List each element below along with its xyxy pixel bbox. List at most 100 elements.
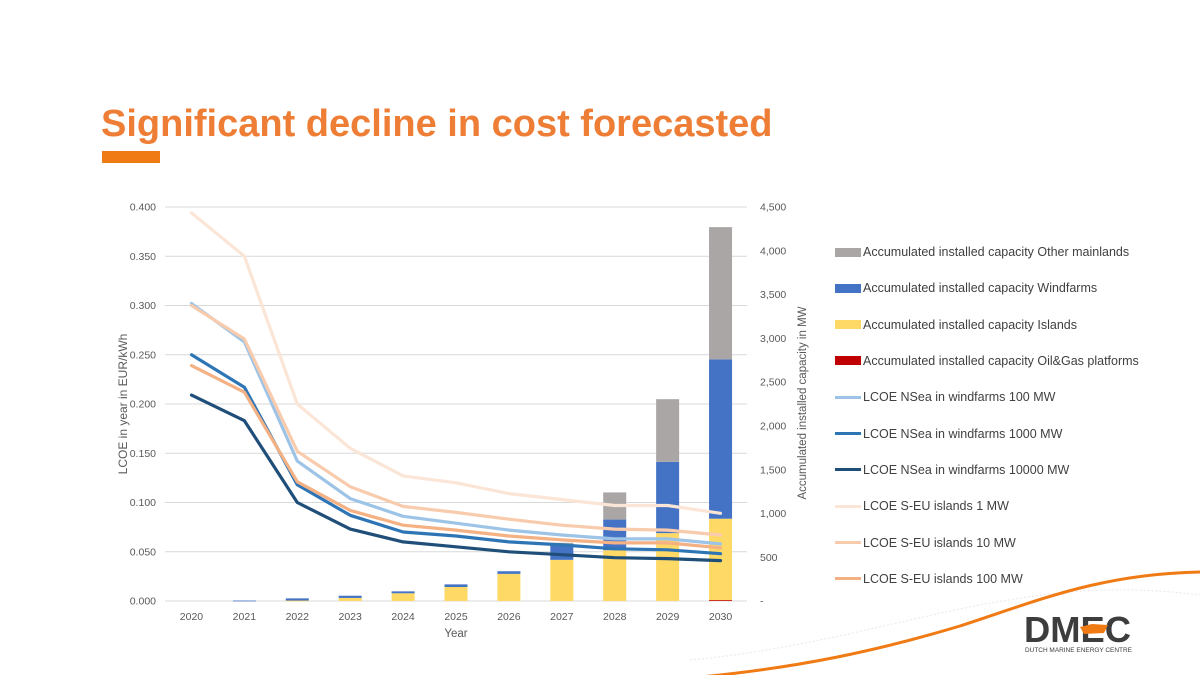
y2-tick-label: 3,000 xyxy=(760,333,786,345)
bar-windfarms xyxy=(391,591,415,594)
legend-label: LCOE S-EU islands 1 MW xyxy=(863,499,1009,514)
title-accent-bar xyxy=(102,151,160,163)
legend-swatch xyxy=(835,432,861,436)
y2-tick-label: 2,000 xyxy=(760,420,786,432)
legend-label: LCOE NSea in windfarms 1000 MW xyxy=(863,426,1063,441)
y2-tick-label: 4,500 xyxy=(760,202,786,214)
bar-windfarms xyxy=(232,600,256,602)
x-tick-label: 2028 xyxy=(603,611,627,623)
y-tick-label: 0.000 xyxy=(130,596,156,608)
legend-label: LCOE NSea in windfarms 10000 MW xyxy=(863,462,1070,477)
bar-windfarms xyxy=(709,359,733,519)
legend-swatch xyxy=(835,320,861,330)
bar-islands xyxy=(285,600,309,602)
bar-windfarms xyxy=(338,595,362,598)
legend-swatch xyxy=(835,395,861,399)
bar-windfarms xyxy=(603,519,627,551)
legend-item-islands: Accumulated installed capacity Islands xyxy=(835,315,1139,335)
legend-swatch xyxy=(835,283,861,293)
y2-tick-label: 1,500 xyxy=(760,464,786,476)
line-lcoe-s-eu-islands-1-mw xyxy=(189,211,723,515)
x-tick-label: 2026 xyxy=(497,611,521,623)
bar-islands xyxy=(550,559,574,601)
y-tick-label: 0.050 xyxy=(130,546,156,558)
bar-windfarms xyxy=(497,571,521,574)
lcoe-lines xyxy=(189,211,723,563)
bar-islands xyxy=(603,550,627,601)
y2-tick-label: 500 xyxy=(760,552,778,564)
x-tick-label: 2021 xyxy=(233,611,257,623)
bar-other-mainlands xyxy=(709,227,733,360)
legend-swatch xyxy=(835,577,861,581)
legend-item-seu-100mw: LCOE S-EU islands 100 MW xyxy=(835,569,1139,589)
decorative-wave-line xyxy=(705,570,1200,675)
x-tick-label: 2029 xyxy=(656,611,680,623)
y-tick-label: 0.250 xyxy=(130,349,156,361)
y2-tick-label: 1,000 xyxy=(760,508,786,520)
y-tick-label: 0.350 xyxy=(130,251,156,263)
legend-item-oil-gas-platforms: Accumulated installed capacity Oil&Gas p… xyxy=(835,351,1139,371)
legend-swatch xyxy=(835,468,861,472)
y-axis-right-title: Accumulated installed capacity in MW xyxy=(797,306,809,499)
legend-item-nsea-10000mw: LCOE NSea in windfarms 10000 MW xyxy=(835,460,1139,480)
bar-windfarms xyxy=(444,584,468,587)
x-tick-label: 2025 xyxy=(444,611,468,623)
bar-oil-gas-platforms xyxy=(709,600,733,601)
bar-windfarms xyxy=(656,461,680,534)
x-tick-label: 2027 xyxy=(550,611,574,623)
legend-swatch xyxy=(835,541,861,545)
line-lcoe-s-eu-islands-100-mw xyxy=(189,364,723,550)
y-tick-label: 0.100 xyxy=(130,497,156,509)
bar-islands xyxy=(338,597,362,601)
legend-label: Accumulated installed capacity Windfarms xyxy=(863,281,1098,296)
legend-swatch xyxy=(835,247,861,257)
line-lcoe-s-eu-islands-10-mw xyxy=(189,303,723,537)
x-tick-label: 2022 xyxy=(286,611,310,623)
y-tick-label: 0.150 xyxy=(130,448,156,460)
bar-islands xyxy=(497,573,521,601)
y2-tick-label: 3,500 xyxy=(760,289,786,301)
legend-label: LCOE S-EU islands 10 MW xyxy=(863,535,1016,550)
legend-label: Accumulated installed capacity Other mai… xyxy=(863,245,1130,259)
x-tick-label: 2030 xyxy=(709,611,733,623)
slide-title: Significant decline in cost forecasted xyxy=(101,103,773,145)
line-lcoe-nsea-in-windfarms-10000-mw xyxy=(189,393,723,563)
legend-label: Accumulated installed capacity Islands xyxy=(863,317,1078,332)
bar-islands xyxy=(444,586,468,601)
bar-windfarms xyxy=(550,545,574,560)
legend-swatch xyxy=(835,356,861,366)
legend-item-windfarms: Accumulated installed capacity Windfarms xyxy=(835,278,1139,298)
legend-label: LCOE S-EU islands 100 MW xyxy=(863,571,1023,586)
x-axis-title: Year xyxy=(444,628,467,640)
logo-orange-mark xyxy=(1080,624,1108,634)
logo-wordmark: DMEC xyxy=(1024,609,1131,650)
y-axis-left-ticks: 0.000 0.050 0.100 0.150 0.200 0.250 0.300 0.350… xyxy=(130,202,156,608)
x-axis-ticks: 2020 2021 2022 2023 2024 2025 2026 2027 2028 2029… xyxy=(180,611,733,623)
x-tick-label: 2024 xyxy=(391,611,415,623)
bar-windfarms xyxy=(285,598,309,601)
legend-item-seu-1mw: LCOE S-EU islands 1 MW xyxy=(835,496,1139,516)
decorative-wave-faint xyxy=(689,589,1200,661)
legend-label: LCOE NSea in windfarms 100 MW xyxy=(863,390,1056,405)
y-tick-label: 0.200 xyxy=(130,399,156,411)
bar-islands xyxy=(391,593,415,601)
chart-legend: Accumulated installed capacity Other mai… xyxy=(835,242,1139,605)
bar-other-mainlands xyxy=(656,399,680,462)
legend-label: Accumulated installed capacity Oil&Gas p… xyxy=(863,353,1139,368)
x-tick-label: 2023 xyxy=(339,611,363,623)
legend-item-seu-10mw: LCOE S-EU islands 10 MW xyxy=(835,533,1139,553)
y-axis-right-ticks: - 500 1,000 1,500 2,000 2,500 3,000 3,500 4,000 4… xyxy=(760,202,786,608)
legend-item-other-mainlands: Accumulated installed capacity Other mai… xyxy=(835,242,1139,262)
x-tick-label: 2020 xyxy=(180,611,204,623)
y-tick-label: 0.300 xyxy=(130,300,156,312)
line-lcoe-nsea-in-windfarms-100-mw xyxy=(189,301,723,546)
legend-item-nsea-100mw: LCOE NSea in windfarms 100 MW xyxy=(835,387,1139,407)
y2-tick-label: 4,000 xyxy=(760,245,786,257)
y2-tick-label: - xyxy=(760,596,764,608)
y-axis-left-title: LCOE in year in EUR/kWh xyxy=(116,334,130,475)
legend-swatch xyxy=(835,504,861,508)
y-tick-label: 0.400 xyxy=(130,202,156,214)
dmec-logo: DMEC DUTCH MARINE ENERGY CENTRE xyxy=(1024,609,1133,654)
legend-item-nsea-1000mw: LCOE NSea in windfarms 1000 MW xyxy=(835,424,1139,444)
